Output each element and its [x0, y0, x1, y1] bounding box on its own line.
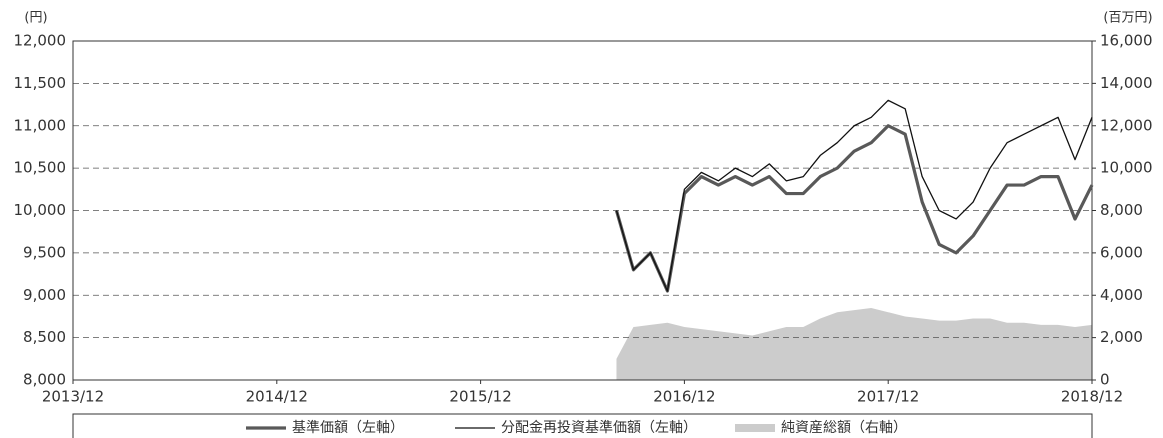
y-tick-label: 8,000 — [23, 371, 66, 389]
y2-tick-label: 14,000 — [1100, 74, 1153, 92]
y-tick-label: 9,500 — [23, 243, 66, 261]
y2-tick-label: 12,000 — [1100, 116, 1153, 134]
area — [616, 307, 1092, 380]
y2-tick-label: 10,000 — [1100, 159, 1153, 177]
legend-swatch — [735, 424, 775, 432]
x-tick-label: 2013/12 — [42, 388, 104, 406]
legend-label: 純資産総額（右軸） — [781, 420, 907, 436]
plot-frame — [72, 40, 1093, 381]
x-tick-label: 2018/12 — [1061, 388, 1123, 406]
y-tick-label: 9,000 — [23, 286, 66, 304]
y2-tick-label: 2,000 — [1100, 328, 1143, 346]
y-tick-label: 11,000 — [14, 116, 67, 134]
y-axis-unit: (円) — [24, 11, 47, 26]
line — [614, 124, 1094, 293]
legend-label: 基準価額（左軸） — [292, 419, 404, 436]
y2-tick-label: 8,000 — [1100, 201, 1143, 219]
y-tick-label: 10,000 — [14, 201, 67, 219]
x-tick-label: 2016/12 — [653, 388, 715, 406]
x-tick-label: 2017/12 — [857, 388, 919, 406]
y-tick-label: 11,500 — [14, 74, 67, 92]
x-tick-label: 2014/12 — [246, 388, 308, 406]
y2-tick-label: 4,000 — [1100, 286, 1143, 304]
y-tick-label: 10,500 — [14, 159, 67, 177]
legend-frame — [72, 413, 1093, 438]
y2-tick-label: 0 — [1100, 371, 1110, 389]
line — [615, 99, 1093, 292]
x-tick-label: 2015/12 — [449, 388, 511, 406]
y2-tick-label: 16,000 — [1100, 32, 1153, 50]
y-tick-label: 8,500 — [23, 328, 66, 346]
legend-label: 分配金再投資基準価額（左軸） — [501, 419, 697, 436]
y2-axis-unit: (百万円) — [1103, 11, 1152, 26]
y-tick-label: 12,000 — [14, 32, 67, 50]
y2-tick-label: 6,000 — [1100, 243, 1143, 261]
